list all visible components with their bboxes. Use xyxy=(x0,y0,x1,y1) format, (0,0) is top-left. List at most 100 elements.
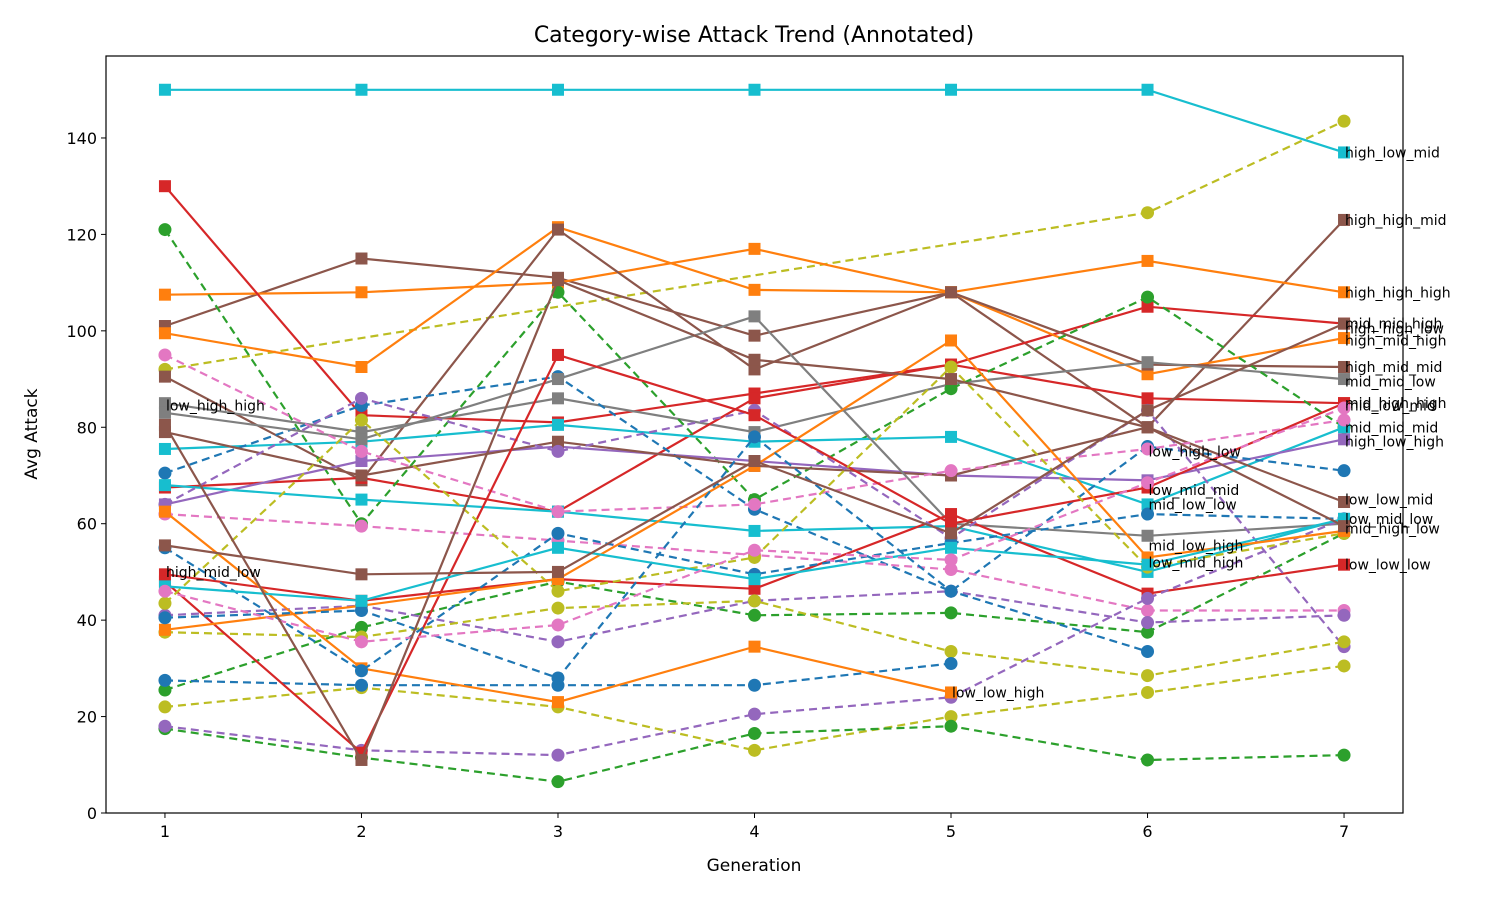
data-point xyxy=(1141,392,1154,405)
data-point xyxy=(158,683,172,697)
data-point xyxy=(158,442,171,455)
annotation-label: mid_mid_mid xyxy=(1345,420,1438,436)
series-0 xyxy=(158,83,1351,159)
data-point xyxy=(354,519,368,533)
y-tick-label: 120 xyxy=(66,225,97,244)
annotation-label: low_high_low xyxy=(1149,444,1241,460)
data-point xyxy=(354,664,368,678)
data-point xyxy=(551,392,564,405)
data-point xyxy=(355,469,368,482)
annotation-label: mid_low_high xyxy=(1149,538,1244,554)
data-point xyxy=(1141,529,1154,542)
data-point xyxy=(1338,213,1351,226)
annotation-label: low_low_high xyxy=(952,685,1044,701)
annotation-label: low_mid_low xyxy=(1345,512,1433,528)
data-point xyxy=(158,719,172,733)
data-point xyxy=(748,582,761,595)
data-point xyxy=(158,539,171,552)
data-point xyxy=(945,430,958,443)
data-point xyxy=(1141,421,1154,434)
data-point xyxy=(748,743,761,757)
data-point xyxy=(1141,625,1155,639)
x-tick-label: 7 xyxy=(1339,822,1349,841)
annotation-label: mid_high_high xyxy=(1345,396,1446,412)
data-point xyxy=(1338,317,1351,330)
data-point xyxy=(748,543,761,557)
data-point xyxy=(1338,433,1351,446)
data-point xyxy=(158,180,171,193)
data-point xyxy=(551,444,565,458)
data-point xyxy=(1141,404,1154,417)
data-point xyxy=(1337,748,1351,762)
data-point xyxy=(1338,360,1351,373)
data-point xyxy=(748,608,761,622)
data-point xyxy=(748,353,761,366)
data-point xyxy=(551,418,564,431)
data-point xyxy=(748,310,761,323)
data-point xyxy=(944,719,958,733)
data-point xyxy=(158,596,172,610)
x-axis-label: Generation xyxy=(707,856,802,876)
data-point xyxy=(945,83,958,96)
data-point xyxy=(1141,476,1155,490)
data-point xyxy=(1337,413,1351,427)
annotation-label: low_high_high xyxy=(166,399,265,415)
data-point xyxy=(158,223,172,237)
data-point xyxy=(158,505,171,518)
data-point xyxy=(355,594,368,607)
data-point xyxy=(158,83,171,96)
series-35 xyxy=(158,401,1351,649)
series-26 xyxy=(158,657,958,692)
x-axis-ticks: 1 2 3 4 5 6 7 xyxy=(160,813,1349,841)
data-point xyxy=(551,671,565,685)
data-point xyxy=(748,455,761,468)
data-point xyxy=(551,635,565,649)
data-point xyxy=(1337,401,1351,415)
data-point xyxy=(158,406,171,419)
data-point xyxy=(748,430,761,444)
data-point xyxy=(1141,669,1155,683)
data-point xyxy=(944,563,958,577)
data-point xyxy=(158,700,172,714)
data-point xyxy=(748,392,761,405)
series-line xyxy=(164,435,1148,680)
data-point xyxy=(748,726,761,740)
annotation-label: mid_low_low xyxy=(1149,497,1237,513)
data-point xyxy=(748,524,761,537)
data-point xyxy=(748,329,761,342)
annotation-label: high_high_mid xyxy=(1345,213,1446,229)
x-tick-label: 2 xyxy=(356,822,366,841)
data-point xyxy=(944,710,958,724)
data-point xyxy=(1338,496,1351,509)
series-36 xyxy=(158,274,1351,766)
y-axis-ticks: 0 20 40 60 80 100 120 140 xyxy=(66,129,106,823)
data-point xyxy=(551,526,565,540)
data-point xyxy=(551,348,564,361)
data-point xyxy=(551,748,565,762)
data-point xyxy=(945,334,958,347)
data-point xyxy=(1337,114,1351,128)
data-point xyxy=(354,413,368,427)
data-point xyxy=(551,618,565,632)
annotation-label: high_high_high xyxy=(1345,285,1451,301)
annotation-label: high_low_high xyxy=(1345,435,1444,451)
data-point xyxy=(1338,146,1351,159)
data-point xyxy=(945,541,958,554)
y-tick-label: 80 xyxy=(77,418,97,437)
data-point xyxy=(158,611,172,625)
annotation-label: low_low_mid xyxy=(1345,493,1433,509)
plot-area xyxy=(158,83,1351,789)
data-point xyxy=(1141,644,1155,658)
data-point xyxy=(748,409,761,422)
x-tick-label: 3 xyxy=(553,822,563,841)
series-18 xyxy=(158,348,1351,519)
data-point xyxy=(1338,558,1351,571)
data-point xyxy=(1337,659,1351,673)
data-point xyxy=(1141,753,1155,767)
annotation-label: high_mid_high xyxy=(1345,333,1446,349)
data-point xyxy=(1141,290,1155,304)
data-point xyxy=(1141,498,1154,511)
data-point xyxy=(1141,616,1155,630)
